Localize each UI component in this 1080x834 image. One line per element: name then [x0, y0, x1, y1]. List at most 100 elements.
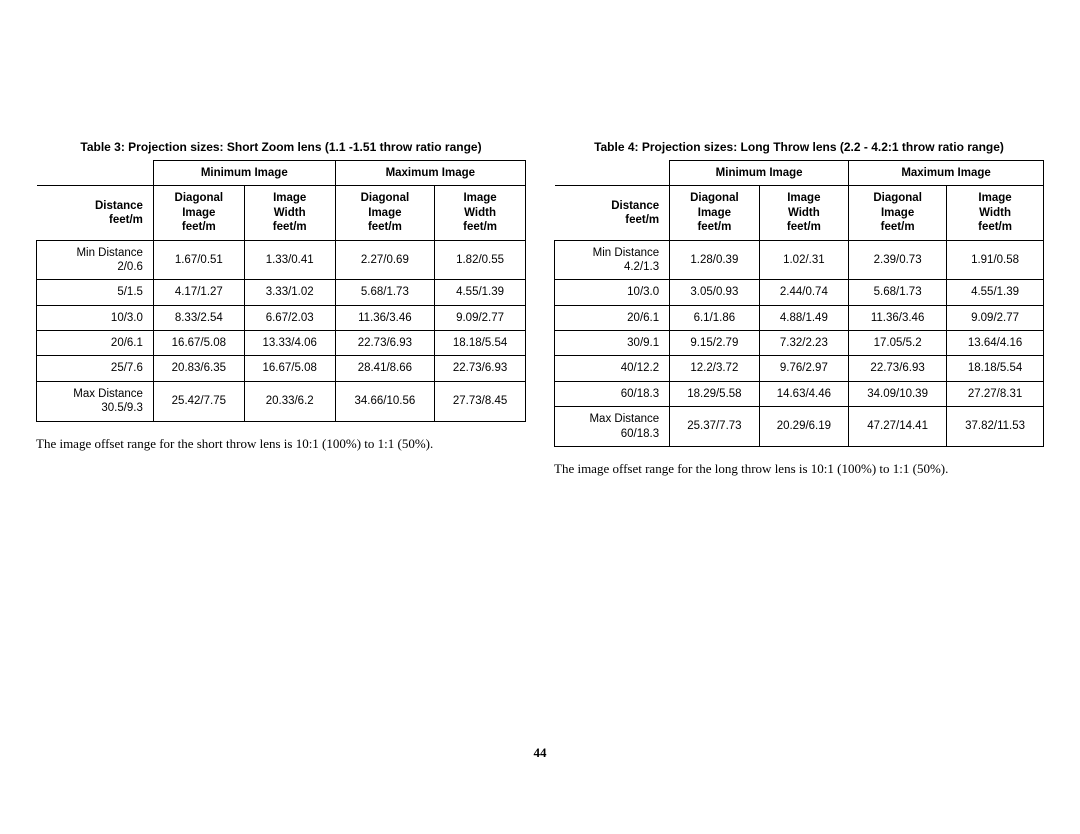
table-cell: 27.27/8.31: [947, 381, 1044, 406]
table-cell: 10/3.0: [555, 280, 670, 305]
table-cell: 34.09/10.39: [849, 381, 947, 406]
table-cell: 1.91/0.58: [947, 240, 1044, 280]
table-cell: 37.82/11.53: [947, 407, 1044, 447]
table-row: 40/12.212.2/3.729.76/2.9722.73/6.9318.18…: [555, 356, 1044, 381]
table-row: Max Distance30.5/9.325.42/7.7520.33/6.23…: [37, 381, 526, 421]
table-cell: Min Distance2/0.6: [37, 240, 154, 280]
table4-min-header: Minimum Image: [670, 161, 849, 186]
table3-h-width-min: ImageWidthfeet/m: [244, 186, 335, 240]
table-row: 5/1.54.17/1.273.33/1.025.68/1.734.55/1.3…: [37, 280, 526, 305]
table-cell: 18.29/5.58: [670, 381, 759, 406]
table-cell: 20.33/6.2: [244, 381, 335, 421]
table-row: 60/18.318.29/5.5814.63/4.4634.09/10.3927…: [555, 381, 1044, 406]
blank-header: [37, 161, 154, 186]
table-cell: 2.39/0.73: [849, 240, 947, 280]
table-cell: Min Distance4.2/1.3: [555, 240, 670, 280]
table3-h-diag-max: DiagonalImagefeet/m: [335, 186, 435, 240]
table-cell: 16.67/5.08: [244, 356, 335, 381]
table4-caption: Table 4: Projection sizes: Long Throw le…: [554, 140, 1044, 154]
table-cell: Max Distance60/18.3: [555, 407, 670, 447]
blank-header: [555, 161, 670, 186]
table-cell: 20.83/6.35: [153, 356, 244, 381]
table-cell: 5/1.5: [37, 280, 154, 305]
table-cell: 20/6.1: [555, 305, 670, 330]
table-cell: 16.67/5.08: [153, 331, 244, 356]
table4-h-width-max: ImageWidthfeet/m: [947, 186, 1044, 240]
table-row: Min Distance4.2/1.31.28/0.391.02/.312.39…: [555, 240, 1044, 280]
table-cell: 6.1/1.86: [670, 305, 759, 330]
table4-h-distance: Distancefeet/m: [555, 186, 670, 240]
table-cell: 11.36/3.46: [849, 305, 947, 330]
table4-h-diag-max: DiagonalImagefeet/m: [849, 186, 947, 240]
left-column: Table 3: Projection sizes: Short Zoom le…: [36, 140, 526, 478]
table4-note: The image offset range for the long thro…: [554, 461, 1044, 478]
table-cell: 1.02/.31: [759, 240, 848, 280]
table-cell: 20.29/6.19: [759, 407, 848, 447]
table-cell: 13.33/4.06: [244, 331, 335, 356]
table-cell: 5.68/1.73: [335, 280, 435, 305]
table-cell: 22.73/6.93: [849, 356, 947, 381]
table-row: 20/6.16.1/1.864.88/1.4911.36/3.469.09/2.…: [555, 305, 1044, 330]
table-cell: 7.32/2.23: [759, 331, 848, 356]
table-cell: 14.63/4.46: [759, 381, 848, 406]
right-column: Table 4: Projection sizes: Long Throw le…: [554, 140, 1044, 478]
table-cell: 4.88/1.49: [759, 305, 848, 330]
table3-body: Min Distance2/0.61.67/0.511.33/0.412.27/…: [37, 240, 526, 421]
table-cell: 9.76/2.97: [759, 356, 848, 381]
table-cell: 25.37/7.73: [670, 407, 759, 447]
table-cell: 17.05/5.2: [849, 331, 947, 356]
table-cell: 34.66/10.56: [335, 381, 435, 421]
table-cell: 1.28/0.39: [670, 240, 759, 280]
table-row: 20/6.116.67/5.0813.33/4.0622.73/6.9318.1…: [37, 331, 526, 356]
table-cell: 9.09/2.77: [435, 305, 526, 330]
table-cell: 18.18/5.54: [435, 331, 526, 356]
table-cell: 11.36/3.46: [335, 305, 435, 330]
table-row: Max Distance60/18.325.37/7.7320.29/6.194…: [555, 407, 1044, 447]
table-cell: 22.73/6.93: [435, 356, 526, 381]
table-cell: 4.55/1.39: [947, 280, 1044, 305]
table3-max-header: Maximum Image: [335, 161, 525, 186]
table3-h-diag-min: DiagonalImagefeet/m: [153, 186, 244, 240]
table4-body: Min Distance4.2/1.31.28/0.391.02/.312.39…: [555, 240, 1044, 446]
table-cell: 9.09/2.77: [947, 305, 1044, 330]
table-cell: 25/7.6: [37, 356, 154, 381]
table3-h-distance: Distancefeet/m: [37, 186, 154, 240]
table-cell: 27.73/8.45: [435, 381, 526, 421]
table3-note: The image offset range for the short thr…: [36, 436, 526, 453]
table-cell: 25.42/7.75: [153, 381, 244, 421]
table-cell: 9.15/2.79: [670, 331, 759, 356]
table3: Minimum Image Maximum Image Distancefeet…: [36, 160, 526, 422]
table4-h-width-min: ImageWidthfeet/m: [759, 186, 848, 240]
table-cell: 8.33/2.54: [153, 305, 244, 330]
table-cell: Max Distance30.5/9.3: [37, 381, 154, 421]
table-cell: 3.05/0.93: [670, 280, 759, 305]
table-cell: 2.27/0.69: [335, 240, 435, 280]
table-cell: 3.33/1.02: [244, 280, 335, 305]
table-cell: 4.17/1.27: [153, 280, 244, 305]
table3-min-header: Minimum Image: [153, 161, 335, 186]
table3-caption: Table 3: Projection sizes: Short Zoom le…: [36, 140, 526, 154]
table-row: 25/7.620.83/6.3516.67/5.0828.41/8.6622.7…: [37, 356, 526, 381]
table-cell: 40/12.2: [555, 356, 670, 381]
table-cell: 1.82/0.55: [435, 240, 526, 280]
table-cell: 1.33/0.41: [244, 240, 335, 280]
table4-max-header: Maximum Image: [849, 161, 1044, 186]
table-cell: 10/3.0: [37, 305, 154, 330]
table-cell: 12.2/3.72: [670, 356, 759, 381]
table-cell: 13.64/4.16: [947, 331, 1044, 356]
table-cell: 6.67/2.03: [244, 305, 335, 330]
table-cell: 4.55/1.39: [435, 280, 526, 305]
table-cell: 30/9.1: [555, 331, 670, 356]
table-cell: 20/6.1: [37, 331, 154, 356]
table-cell: 47.27/14.41: [849, 407, 947, 447]
table-cell: 28.41/8.66: [335, 356, 435, 381]
table3-h-width-max: ImageWidthfeet/m: [435, 186, 526, 240]
table-row: 10/3.03.05/0.932.44/0.745.68/1.734.55/1.…: [555, 280, 1044, 305]
page-number: 44: [0, 745, 1080, 761]
table-row: Min Distance2/0.61.67/0.511.33/0.412.27/…: [37, 240, 526, 280]
table-cell: 1.67/0.51: [153, 240, 244, 280]
table-cell: 60/18.3: [555, 381, 670, 406]
table-cell: 22.73/6.93: [335, 331, 435, 356]
table-cell: 2.44/0.74: [759, 280, 848, 305]
table4-h-diag-min: DiagonalImagefeet/m: [670, 186, 759, 240]
